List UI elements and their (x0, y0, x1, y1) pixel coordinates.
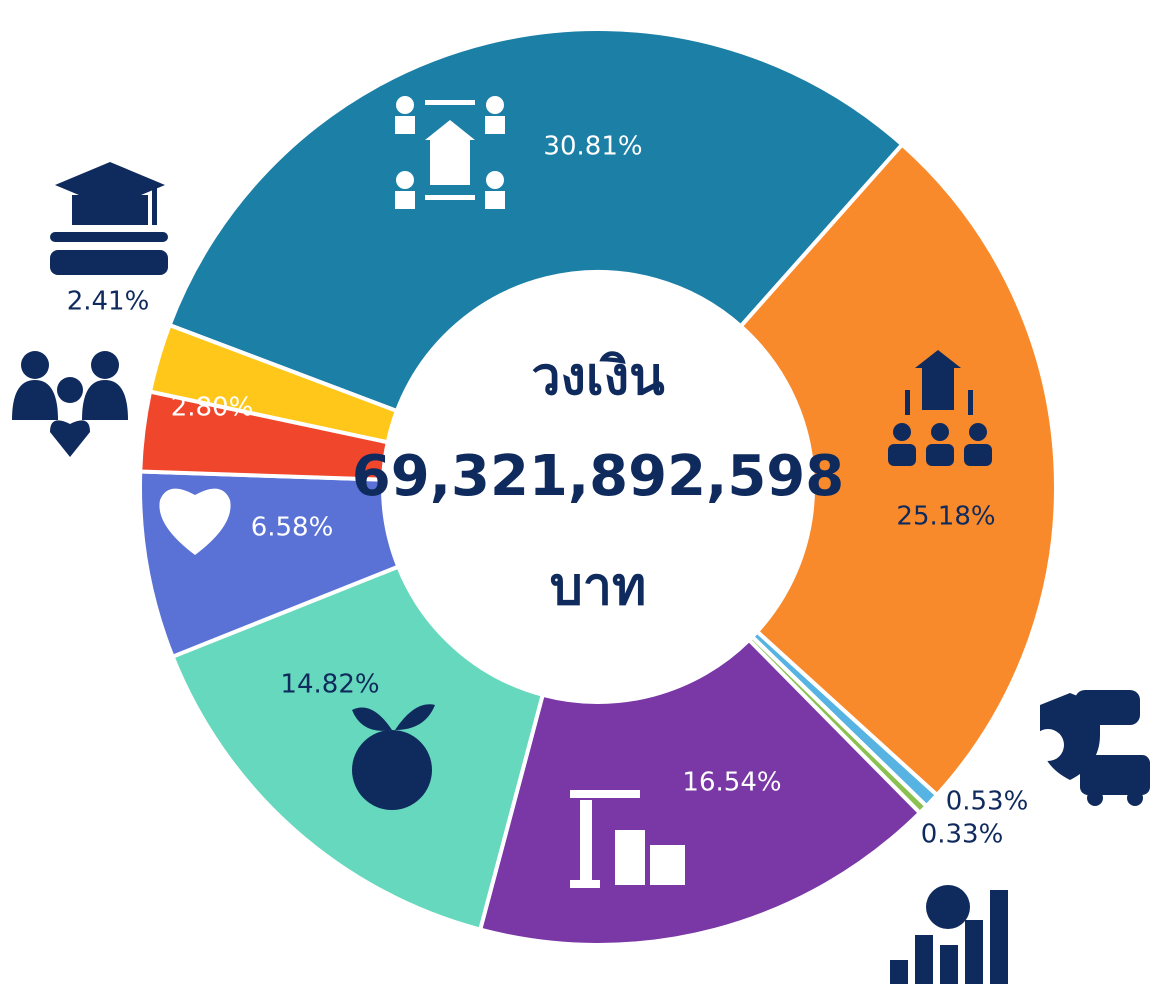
value-label: 0.33% (921, 820, 1004, 850)
value-label: 0.53% (946, 787, 1029, 817)
center-line: วงเงิน (531, 347, 665, 407)
value-label: 2.80% (171, 393, 254, 423)
environment-icon (352, 704, 435, 810)
value-label: 16.54% (682, 768, 781, 798)
construction-icon (570, 790, 685, 888)
community-icon (395, 96, 505, 209)
finance-icon (890, 885, 1008, 984)
organization-icon (888, 350, 992, 466)
health-icon (159, 488, 231, 555)
security-icon (1032, 690, 1150, 806)
value-label: 30.81% (543, 132, 642, 162)
center-line: 69,321,892,598 (352, 444, 844, 509)
value-label: 25.18% (896, 502, 995, 532)
donut-segment (169, 564, 546, 933)
donut-segment (166, 27, 905, 414)
education-icon (50, 162, 168, 275)
value-label: 14.82% (280, 670, 379, 700)
value-label: 6.58% (251, 513, 334, 543)
icons (12, 96, 1150, 984)
value-labels: 30.81% 25.18% 0.53%0.33% 16.54% 14.82% 6.58% 2… (67, 132, 1029, 850)
family-icon (12, 351, 128, 457)
center-line: บาท (550, 557, 646, 617)
donut-segment (147, 322, 400, 445)
center-text: วงเงิน 69,321,892,598 บาท (352, 347, 844, 617)
value-label: 2.41% (67, 287, 150, 317)
donut-segment (737, 141, 1058, 798)
